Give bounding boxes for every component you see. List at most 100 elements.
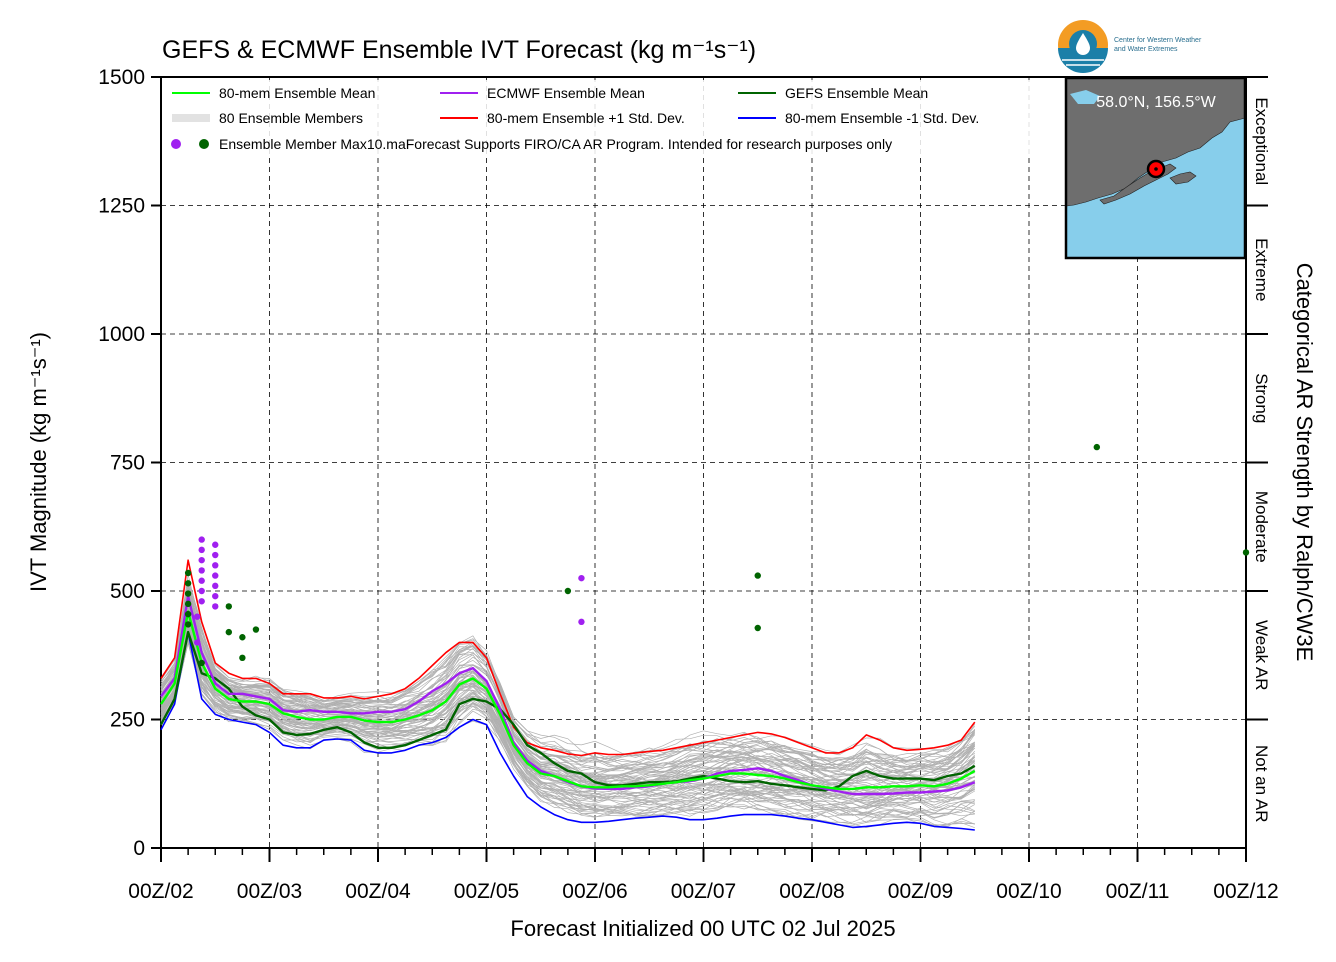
max-point-ecmwf (212, 541, 219, 548)
max-point-ecmwf (198, 577, 205, 584)
max-point-gefs (184, 610, 192, 618)
ensemble-member-line (160, 591, 975, 778)
ensemble-member-line (160, 622, 975, 816)
ensemble-member-line (160, 615, 975, 790)
logo-drop-icon (1076, 33, 1090, 55)
x-tick-label: 00Z/03 (237, 880, 302, 903)
max-point-gefs (198, 659, 205, 667)
max-point-ecmwf (212, 592, 219, 600)
max-point-gefs (1242, 549, 1250, 556)
ensemble-member-line (160, 588, 976, 784)
max-point-ecmwf (198, 536, 205, 543)
max-point-ecmwf (198, 546, 205, 554)
ensemble-member-line (160, 579, 976, 773)
y-axis: 0 250 500 750 1000 1250 1500 (98, 66, 161, 860)
location-marker-center (1154, 167, 1158, 171)
y-tick-label: 250 (110, 709, 145, 732)
ensemble-member-line (160, 634, 975, 827)
logo-text-line2: and Water Extremes (1114, 46, 1178, 53)
category-axis-label: Categorical AR Strength by Ralph/CW3E (1292, 263, 1317, 662)
max-point-ecmwf (198, 556, 205, 564)
legend: 80-mem Ensemble Mean ECMWF Ensemble Mean G… (163, 80, 1033, 156)
category-label: Strong (1252, 373, 1271, 423)
category-axis: Not an AR Weak AR Moderate Strong Extreme Exc… (1246, 76, 1271, 823)
legend-label: 80-mem Ensemble Mean (219, 85, 375, 101)
max-point-ecmwf (193, 613, 201, 620)
inset-map: 58.0°N, 156.5°W (1064, 76, 1247, 260)
x-tick-label: 00Z/09 (888, 880, 953, 903)
ensemble-member-line (160, 582, 975, 770)
y-tick-label: 0 (133, 837, 145, 860)
y-axis-label: IVT Magnitude (kg m⁻¹s⁻¹) (26, 332, 51, 592)
series-lines (159, 559, 976, 831)
max-point-gefs (225, 628, 233, 636)
max-point-ecmwf (578, 574, 585, 582)
x-axis-label: Forecast Initialized 00 UTC 02 Jul 2025 (510, 916, 895, 941)
legend-label: ECMWF Ensemble Mean (487, 85, 645, 101)
max-point-gefs (184, 590, 192, 597)
max-point-gefs (184, 569, 192, 577)
ensemble-member-line (160, 616, 976, 802)
max-point-gefs (754, 572, 761, 579)
ensemble-member-line (160, 590, 976, 770)
max-point-gefs (225, 603, 233, 610)
x-tick-label: 00Z/07 (671, 880, 736, 903)
max-point-gefs (1093, 443, 1101, 451)
ensemble-member-line (160, 574, 976, 774)
ensemble-member-line (160, 586, 975, 780)
max-point-ecmwf (212, 603, 219, 610)
ensemble-member-line (160, 579, 976, 772)
x-tick-label: 00Z/04 (345, 880, 411, 903)
series-line-mean80 (159, 610, 976, 791)
x-axis: 00Z/02 00Z/03 00Z/04 00Z/05 00Z/06 00Z/07 00Z/… (128, 848, 1279, 903)
x-tick-label: 00Z/10 (996, 880, 1061, 903)
ensemble-member-line (160, 628, 975, 803)
ensemble-member-line (160, 603, 976, 791)
ensemble-member-line (160, 584, 976, 772)
ensemble-member-line (160, 632, 975, 815)
max-point-gefs (184, 600, 192, 608)
legend-box (163, 80, 1033, 156)
max-point-ecmwf (198, 567, 205, 574)
series-line-plus-sd (160, 559, 976, 757)
category-label: Moderate (1252, 491, 1271, 563)
max-point-gefs (239, 634, 246, 641)
y-tick-label: 750 (110, 452, 145, 475)
y-tick-label: 1500 (98, 66, 145, 89)
max-point-ecmwf (212, 572, 219, 579)
category-label: Exceptional (1252, 97, 1271, 185)
y-tick-label: 1250 (98, 195, 145, 218)
inset-lake (1070, 90, 1100, 104)
x-tick-label: 00Z/11 (1106, 880, 1170, 903)
max-point-ecmwf (212, 562, 219, 569)
category-label: Extreme (1252, 238, 1271, 301)
max-point-gefs (184, 580, 192, 587)
max-point-gefs (239, 654, 246, 662)
max-point-ecmwf (212, 582, 219, 590)
legend-label: 80-mem Ensemble -1 Std. Dev. (785, 110, 979, 126)
x-tick-label: 00Z/05 (454, 880, 519, 903)
x-tick-label: 00Z/02 (128, 880, 193, 903)
ensemble-member-line (160, 583, 976, 768)
legend-max-gefs-dot (199, 139, 209, 149)
legend-max-label: Ensemble Member Max10.maForecast Support… (219, 136, 892, 152)
category-label: Not an AR (1252, 745, 1271, 823)
y-tick-label: 1000 (98, 323, 145, 346)
x-tick-label: 00Z/12 (1213, 880, 1278, 903)
legend-label: 80-mem Ensemble +1 Std. Dev. (487, 110, 685, 126)
max-point-gefs (252, 626, 260, 633)
max-point-ecmwf (198, 587, 205, 595)
legend-label: GEFS Ensemble Mean (785, 85, 928, 101)
category-label: Weak AR (1252, 620, 1271, 691)
max-points (184, 443, 1250, 667)
max-point-ecmwf (198, 598, 205, 605)
max-point-ecmwf (193, 639, 201, 646)
ensemble-member-line (160, 582, 976, 768)
series-line-gefs (159, 630, 976, 792)
max-point-gefs (754, 624, 761, 632)
legend-max-row: Ensemble Member Max10.maForecast Support… (171, 136, 892, 152)
legend-max-ecmwf-dot (171, 139, 181, 149)
ensemble-member-line (160, 626, 975, 804)
max-point-ecmwf (212, 551, 219, 559)
